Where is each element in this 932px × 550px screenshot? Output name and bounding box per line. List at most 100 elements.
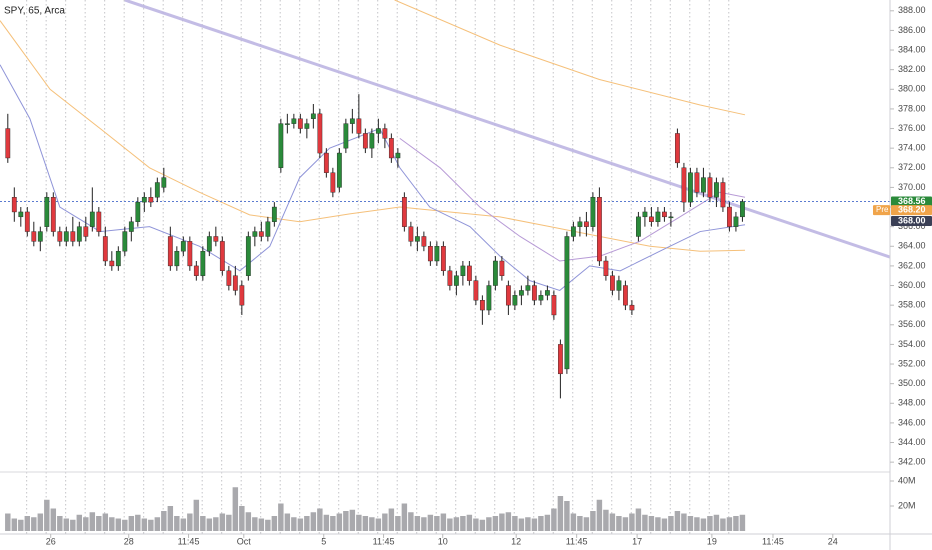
candle-body bbox=[694, 172, 700, 193]
volume-bar bbox=[349, 509, 356, 531]
volume-bar bbox=[291, 517, 297, 531]
candle-body bbox=[76, 226, 82, 242]
volume-bar bbox=[180, 518, 187, 531]
volume-bar bbox=[375, 518, 382, 531]
volume-bar bbox=[408, 512, 414, 531]
volume-bar bbox=[525, 517, 531, 531]
volume-bar bbox=[245, 512, 252, 531]
candle-body bbox=[473, 280, 479, 301]
volume-bar bbox=[115, 518, 122, 531]
candle-body bbox=[63, 231, 69, 242]
volume-bar bbox=[733, 516, 739, 531]
candle-body bbox=[401, 197, 407, 227]
candle-body bbox=[343, 123, 349, 149]
volume-bar bbox=[700, 518, 707, 531]
volume-bar bbox=[583, 517, 590, 531]
volume-tick-label: 40M bbox=[898, 475, 916, 485]
candle-body bbox=[161, 177, 167, 188]
volume-bar bbox=[622, 517, 629, 531]
candle-body bbox=[219, 241, 225, 272]
volume-bar bbox=[577, 516, 583, 531]
candle-body bbox=[649, 216, 654, 222]
y-tick-label: 388.00 bbox=[898, 5, 926, 15]
candle-body bbox=[551, 295, 557, 316]
candle-body bbox=[733, 216, 739, 227]
candle-body bbox=[349, 118, 355, 124]
volume-bar bbox=[642, 514, 648, 531]
candle-body bbox=[720, 182, 726, 208]
candle-body bbox=[31, 231, 37, 242]
candle-body bbox=[89, 211, 95, 227]
volume-bar bbox=[167, 506, 174, 531]
volume-bar bbox=[5, 513, 11, 531]
y-tick-label: 370.00 bbox=[898, 182, 926, 192]
volume-bar bbox=[174, 516, 180, 531]
candle-body bbox=[297, 118, 303, 129]
candle-body bbox=[226, 270, 232, 286]
y-tick-label: 346.00 bbox=[898, 417, 926, 427]
volume-bar bbox=[544, 514, 551, 531]
candle-body bbox=[668, 216, 674, 219]
candle-body bbox=[102, 236, 108, 262]
candle-body bbox=[421, 236, 427, 247]
candle-body bbox=[544, 290, 550, 296]
x-tick-label: 10 bbox=[438, 536, 448, 546]
volume-bar bbox=[310, 512, 317, 531]
x-tick-label: 17 bbox=[632, 536, 642, 546]
volume-bar bbox=[713, 514, 720, 531]
y-tick-label: 386.00 bbox=[898, 25, 926, 35]
volume-bar bbox=[57, 516, 63, 531]
candle-body bbox=[148, 197, 154, 203]
y-tick-label: 344.00 bbox=[898, 437, 926, 447]
volume-bar bbox=[76, 514, 83, 531]
x-tick-label: 12 bbox=[511, 536, 521, 546]
candle-body bbox=[180, 241, 186, 252]
candle-body bbox=[557, 344, 563, 375]
y-tick-label: 358.00 bbox=[898, 300, 926, 310]
candle-body bbox=[538, 295, 544, 301]
candle-body bbox=[57, 231, 63, 242]
x-tick-label: 28 bbox=[124, 536, 134, 546]
candle-body bbox=[623, 285, 628, 306]
candle-body bbox=[707, 177, 713, 198]
volume-bar bbox=[687, 516, 694, 531]
volume-bar bbox=[161, 511, 167, 531]
candle-body bbox=[408, 226, 414, 242]
volume-bar bbox=[739, 514, 746, 531]
candle-body bbox=[356, 118, 362, 134]
volume-bar bbox=[570, 513, 577, 531]
volume-bar bbox=[50, 508, 57, 531]
candle-body bbox=[655, 211, 661, 222]
candle-body bbox=[492, 260, 498, 286]
candle-body bbox=[610, 275, 615, 291]
volume-bar bbox=[200, 516, 206, 531]
volume-bar bbox=[102, 513, 109, 531]
candle-body bbox=[675, 133, 680, 164]
moving-average bbox=[0, 20, 746, 252]
volume-bar bbox=[284, 513, 291, 531]
volume-bar bbox=[557, 496, 564, 531]
candle-body bbox=[414, 236, 420, 242]
candle-body bbox=[96, 211, 102, 232]
volume-bar bbox=[206, 518, 213, 531]
volume-bar bbox=[440, 513, 447, 531]
y-tick-label: 380.00 bbox=[898, 84, 926, 94]
candle-body bbox=[11, 197, 17, 213]
candle-body bbox=[167, 236, 173, 267]
volume-bar bbox=[31, 517, 37, 531]
candle-body bbox=[434, 246, 440, 262]
volume-bar bbox=[83, 517, 89, 531]
volume-bar bbox=[518, 518, 525, 531]
candle-body bbox=[24, 211, 30, 232]
candle-body bbox=[740, 201, 745, 218]
volume-bar bbox=[148, 519, 154, 531]
volume-bar bbox=[447, 518, 453, 531]
volume-tick-label: 20M bbox=[898, 500, 916, 510]
candle-body bbox=[187, 241, 193, 267]
candle-body bbox=[590, 197, 596, 227]
candle-body bbox=[570, 226, 576, 237]
volume-bar bbox=[265, 519, 271, 531]
candle-body bbox=[531, 285, 537, 301]
